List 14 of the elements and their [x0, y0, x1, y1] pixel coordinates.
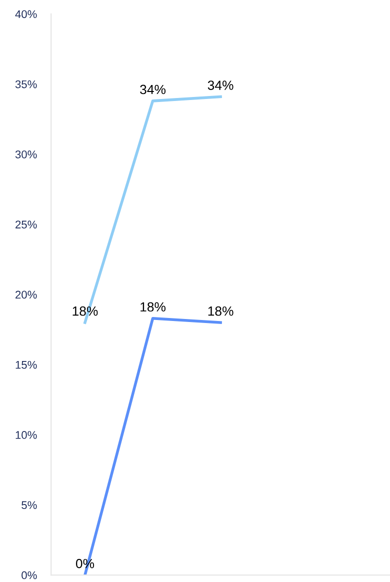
- data-label: 34%: [140, 84, 166, 94]
- y-tick-label: 0%: [22, 571, 37, 580]
- y-tick-label: 35%: [15, 80, 37, 88]
- y-tick-label: 15%: [16, 360, 37, 369]
- y-tick-label: 30%: [15, 150, 37, 158]
- data-label: 18%: [72, 306, 98, 316]
- data-label: 18%: [140, 302, 166, 312]
- data-label: 34%: [208, 80, 234, 90]
- y-tick-label: 5%: [22, 501, 37, 510]
- y-tick-label: 20%: [16, 290, 37, 299]
- data-label: 18%: [208, 306, 234, 316]
- y-tick-label: 40%: [15, 10, 37, 18]
- y-tick-label: 10%: [16, 431, 37, 439]
- y-tick-label: 25%: [16, 220, 37, 228]
